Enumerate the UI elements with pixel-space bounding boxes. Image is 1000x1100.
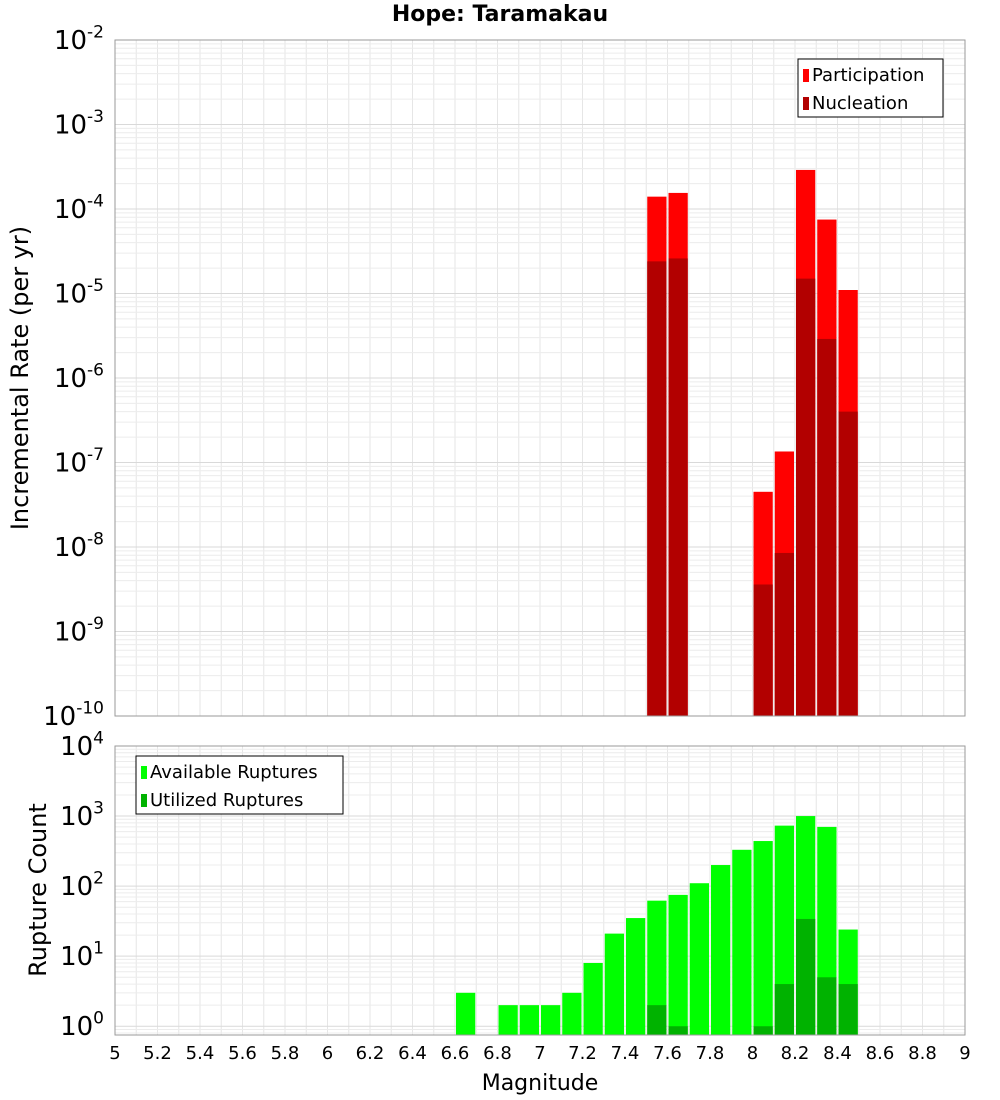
x-tick-label: 8.2 xyxy=(781,1043,810,1064)
bar-available-ruptures xyxy=(668,894,688,1035)
x-tick-label: 5.8 xyxy=(271,1043,300,1064)
x-tick-label: 5.6 xyxy=(228,1043,257,1064)
bar-available-ruptures xyxy=(689,883,709,1035)
x-tick-label: 8 xyxy=(747,1043,758,1064)
bar-utilized-ruptures xyxy=(817,977,837,1035)
bar-nucleation xyxy=(774,552,794,716)
legend-swatch xyxy=(803,69,809,82)
top-legend: Participation Nucleation xyxy=(797,58,944,118)
y-tick-label: 10-8 xyxy=(54,529,104,563)
bottom-y-axis-label: Rupture Count xyxy=(24,803,52,977)
bar-nucleation xyxy=(817,338,837,716)
legend-label: Available Ruptures xyxy=(150,762,318,783)
x-tick-label: 7.4 xyxy=(611,1043,640,1064)
y-tick-label: 103 xyxy=(60,798,104,832)
bar-available-ruptures xyxy=(753,841,773,1035)
x-tick-label: 7.6 xyxy=(653,1043,682,1064)
legend-swatch xyxy=(141,766,147,779)
x-tick-labels: 5 5.2 5.4 5.6 5.8 6 6.2 6.4 6.6 6.8 7 7.2 7.4 7.6 7.8 8… xyxy=(109,1043,970,1064)
x-tick-label: 8.4 xyxy=(823,1043,852,1064)
bar-available-ruptures xyxy=(711,865,731,1035)
bar-available-ruptures xyxy=(541,1005,561,1035)
y-tick-label: 10-9 xyxy=(54,614,104,648)
bar-utilized-ruptures xyxy=(838,984,858,1035)
legend-box xyxy=(135,755,344,815)
top-plot-grid xyxy=(114,39,966,717)
y-tick-label: 10-10 xyxy=(43,698,104,732)
bar-nucleation xyxy=(668,258,688,716)
bar-available-ruptures xyxy=(732,849,752,1035)
x-tick-label: 8.6 xyxy=(866,1043,895,1064)
y-tick-label: 10-6 xyxy=(54,360,104,394)
bar-nucleation xyxy=(838,411,858,716)
legend-swatch xyxy=(141,794,147,807)
x-tick-label: 7 xyxy=(534,1043,545,1064)
x-tick-label: 9 xyxy=(959,1043,970,1064)
bar-nucleation xyxy=(753,584,773,716)
bottom-plot-frame xyxy=(114,745,966,1036)
x-tick-label: 5 xyxy=(109,1043,120,1064)
y-tick-label: 10-3 xyxy=(54,107,104,141)
x-tick-label: 7.2 xyxy=(568,1043,597,1064)
y-tick-label: 10-2 xyxy=(54,22,104,56)
x-tick-label: 7.8 xyxy=(696,1043,725,1064)
bar-available-ruptures xyxy=(774,825,794,1035)
bar-available-ruptures xyxy=(626,918,646,1035)
y-tick-label: 10-5 xyxy=(54,276,104,310)
bottom-legend: Available Ruptures Utilized Ruptures xyxy=(135,755,344,815)
bar-utilized-ruptures xyxy=(796,918,816,1035)
top-plot-frame xyxy=(114,39,966,717)
chart-title: Hope: Taramakau xyxy=(391,2,609,27)
bar-available-ruptures xyxy=(562,992,582,1035)
y-tick-label: 10-4 xyxy=(54,191,104,225)
x-tick-label: 6.4 xyxy=(398,1043,427,1064)
bar-nucleation xyxy=(796,278,816,716)
bar-available-ruptures xyxy=(498,1005,518,1035)
legend-label: Participation xyxy=(812,65,924,86)
bar-utilized-ruptures xyxy=(647,1005,667,1035)
top-y-tick-labels: 10-10 10-9 10-8 10-7 10-6 10-5 10-4 10-3 10-2 xyxy=(43,22,104,732)
legend-label: Utilized Ruptures xyxy=(150,790,303,811)
bar-available-ruptures xyxy=(519,1005,539,1035)
y-tick-label: 101 xyxy=(60,938,104,972)
top-plot-bars xyxy=(647,169,858,717)
x-axis-label: Magnitude xyxy=(482,1071,599,1096)
x-tick-label: 5.4 xyxy=(186,1043,215,1064)
bar-utilized-ruptures xyxy=(774,984,794,1035)
legend-box xyxy=(797,58,944,118)
bar-available-ruptures xyxy=(456,992,476,1035)
bar-nucleation xyxy=(647,261,667,716)
x-tick-label: 6.2 xyxy=(356,1043,385,1064)
x-tick-label: 6.8 xyxy=(483,1043,512,1064)
x-tick-label: 6.6 xyxy=(441,1043,470,1064)
y-tick-label: 104 xyxy=(60,728,104,762)
legend-label: Nucleation xyxy=(812,93,908,114)
legend-swatch xyxy=(803,97,809,110)
y-tick-label: 102 xyxy=(60,868,104,902)
bottom-y-tick-labels: 100 101 102 103 104 xyxy=(60,728,104,1042)
bar-utilized-ruptures xyxy=(668,1026,688,1035)
x-tick-label: 5.2 xyxy=(143,1043,172,1064)
top-y-axis-label: Incremental Rate (per yr) xyxy=(6,226,34,530)
x-tick-label: 6 xyxy=(322,1043,333,1064)
y-tick-label: 10-7 xyxy=(54,445,104,479)
x-tick-label: 8.8 xyxy=(908,1043,937,1064)
y-tick-label: 100 xyxy=(60,1009,104,1043)
bar-available-ruptures xyxy=(604,933,624,1035)
bottom-plot-bars xyxy=(456,816,858,1035)
bar-available-ruptures xyxy=(583,962,603,1035)
bar-utilized-ruptures xyxy=(753,1026,773,1035)
bar-available-ruptures xyxy=(647,900,667,1035)
